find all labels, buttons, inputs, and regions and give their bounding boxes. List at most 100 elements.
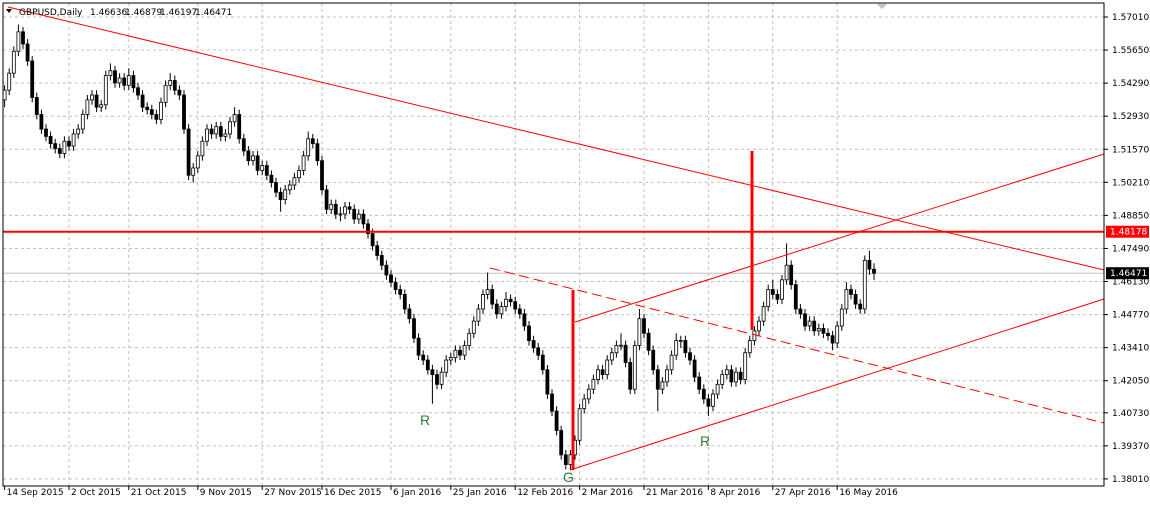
candle-body (140, 94, 145, 108)
candle-body (582, 398, 587, 410)
candle-body (352, 208, 357, 220)
grid (3, 3, 1104, 486)
y-tick-label: 1.43410 (1112, 344, 1149, 354)
x-tick-label: 2 Mar 2016 (582, 488, 634, 498)
y-tick-label: 1.44770 (1112, 311, 1149, 321)
candle-body (278, 191, 283, 200)
candle-body (504, 298, 508, 307)
candle-body (743, 352, 748, 380)
candle-body (600, 369, 605, 376)
candle-body (568, 454, 573, 465)
x-tick-label: 8 Apr 2016 (710, 488, 760, 498)
x-tick-label: 9 Nov 2015 (200, 488, 252, 498)
candle-body (471, 320, 476, 334)
candle-body (757, 320, 761, 332)
candle-body (669, 354, 674, 371)
candle-body (274, 182, 278, 193)
candle-body (103, 75, 108, 106)
candle-body (586, 388, 591, 400)
candle-body (94, 94, 99, 108)
axes: 1.57010 1.55650 1.54290 1.52930 1.51570 1.502… (4, 13, 1149, 498)
candle-body (269, 174, 274, 183)
candle-body (830, 335, 835, 344)
candle-body (186, 128, 191, 176)
candle-body (821, 328, 826, 334)
x-tick-label: 27 Nov 2015 (264, 488, 322, 498)
y-tick-label: 1.54290 (1112, 79, 1149, 89)
candle-body (780, 279, 784, 300)
candle-body (329, 204, 334, 210)
candle-body (729, 369, 734, 383)
candle-body (7, 72, 12, 91)
candle-body (76, 128, 81, 135)
candle-body (195, 155, 200, 169)
candle-body (200, 140, 205, 157)
candle-body (366, 223, 370, 235)
candle-body (85, 99, 90, 115)
candle-body (264, 165, 269, 176)
candle-body (660, 381, 665, 390)
y-tick-label: 1.51570 (1112, 145, 1149, 155)
candle-body (655, 369, 660, 390)
candle-body (826, 332, 830, 337)
candle-body (154, 114, 159, 120)
level-tag (1106, 225, 1149, 238)
candle-body (67, 140, 71, 147)
candle-body (448, 357, 453, 361)
candle-body (159, 101, 163, 120)
candle-body (591, 379, 596, 390)
candle-body (642, 318, 646, 334)
candle-body (237, 114, 242, 140)
candle-body (324, 189, 329, 210)
candle-body (619, 344, 623, 347)
candle-body (517, 308, 522, 315)
candles (2, 24, 1104, 470)
candle-body (393, 281, 398, 290)
candle-body (435, 374, 439, 385)
candle-body (34, 97, 39, 115)
candle-body (421, 354, 426, 361)
candle-body (402, 293, 407, 310)
candle-body (191, 167, 196, 176)
y-tick-label: 1.52930 (1112, 112, 1149, 122)
candle-body (545, 369, 550, 395)
candle-body (803, 313, 807, 327)
annotation: G (563, 469, 574, 485)
candle-body (126, 75, 131, 86)
candle-body (44, 128, 48, 137)
x-tick-label: 27 Apr 2016 (775, 488, 831, 498)
candle-body (122, 77, 127, 86)
candle-body (835, 325, 840, 344)
candle-body (807, 320, 812, 327)
candle-body (218, 126, 223, 137)
x-tick-label: 21 Mar 2016 (646, 488, 703, 498)
candle-body (476, 308, 481, 322)
candle-body (338, 213, 343, 216)
x-tick-label: 12 Feb 2016 (517, 488, 573, 498)
header-open: 1.46636 (90, 8, 127, 18)
candle-body (71, 133, 76, 147)
candle-body (430, 369, 435, 376)
x-tick-label: 2 Oct 2015 (71, 488, 121, 498)
candle-body (90, 94, 94, 101)
candle-body (651, 349, 656, 371)
annotation: R (700, 433, 710, 449)
candle-body (513, 301, 518, 310)
annotation: R (420, 412, 430, 428)
x-tick-label: 14 Sep 2015 (7, 488, 64, 498)
candle-body (536, 347, 541, 356)
candle-body (209, 128, 214, 135)
candle-body (775, 293, 780, 300)
candle-body (320, 160, 324, 191)
candle-body (697, 376, 702, 390)
candle-body (62, 140, 67, 154)
candle-body (223, 133, 228, 137)
candle-body (131, 75, 136, 89)
candle-body (494, 303, 499, 315)
candle-body (384, 264, 389, 276)
candle-body (816, 328, 821, 332)
candle-body (182, 94, 186, 130)
candle-body (416, 337, 421, 356)
candle-body (770, 289, 775, 295)
candle-body (462, 345, 467, 356)
